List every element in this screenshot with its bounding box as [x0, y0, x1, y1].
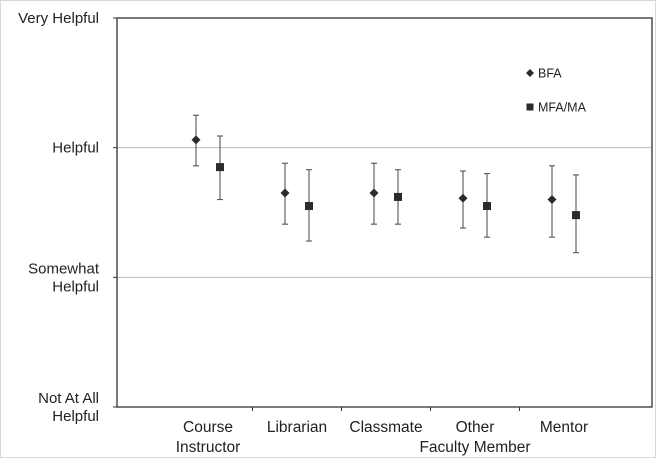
x-category-label-3: Other Faculty Member [419, 419, 530, 456]
y-tick-label-line: Helpful [52, 278, 99, 295]
plot-frame [116, 17, 653, 408]
y-tick-label-line: Helpful [52, 408, 99, 425]
marker-square [216, 163, 224, 172]
x-category-label-2: Classmate [349, 419, 422, 436]
y-tick-label-line: Somewhat [28, 260, 100, 277]
x-category-label-line: Instructor [176, 439, 241, 456]
x-category-label-line: Librarian [267, 419, 327, 436]
x-category-label-line: Classmate [349, 419, 422, 436]
y-tick-label-3: Very Helpful [18, 10, 99, 27]
y-tick-label-line: Not At All [38, 390, 99, 407]
y-tick-label-1: Somewhat Helpful [28, 260, 100, 295]
marker-square [394, 192, 402, 201]
point-diamond-1 [280, 162, 290, 225]
marker-diamond [280, 188, 290, 198]
x-category-label-line: Course [183, 419, 233, 436]
marker-diamond [547, 195, 557, 205]
legend-item-1: MFA/MA [526, 101, 587, 115]
point-square-2 [394, 169, 402, 225]
legend-label: MFA/MA [538, 101, 587, 115]
point-diamond-2 [369, 162, 379, 225]
point-diamond-0 [191, 114, 201, 167]
x-category-label-4: Mentor [540, 419, 588, 436]
y-tick-label-2: Helpful [52, 140, 99, 157]
point-square-4 [572, 174, 580, 254]
y-tick-label-line: Helpful [52, 140, 99, 157]
point-square-3 [483, 173, 491, 238]
marker-square [483, 202, 491, 211]
marker-square [572, 211, 580, 220]
point-square-1 [305, 169, 313, 242]
x-category-label-line: Mentor [540, 419, 588, 436]
marker-diamond [369, 188, 379, 198]
y-tick-label-line: Very Helpful [18, 10, 99, 27]
legend-diamond-icon [526, 69, 534, 77]
x-category-label-0: Course Instructor [176, 419, 241, 456]
legend-item-0: BFA [526, 67, 562, 81]
marker-square [305, 202, 313, 211]
point-square-0 [216, 135, 224, 201]
marker-diamond [191, 135, 201, 145]
y-tick-label-0: Not At All Helpful [38, 390, 99, 425]
point-diamond-3 [458, 170, 468, 229]
legend-label: BFA [538, 67, 562, 81]
legend-square-icon [526, 103, 534, 111]
marker-diamond [458, 193, 468, 203]
point-diamond-4 [547, 165, 557, 238]
x-category-label-line: Other [456, 419, 495, 436]
x-category-label-line: Faculty Member [419, 439, 530, 456]
x-category-label-1: Librarian [267, 419, 327, 436]
